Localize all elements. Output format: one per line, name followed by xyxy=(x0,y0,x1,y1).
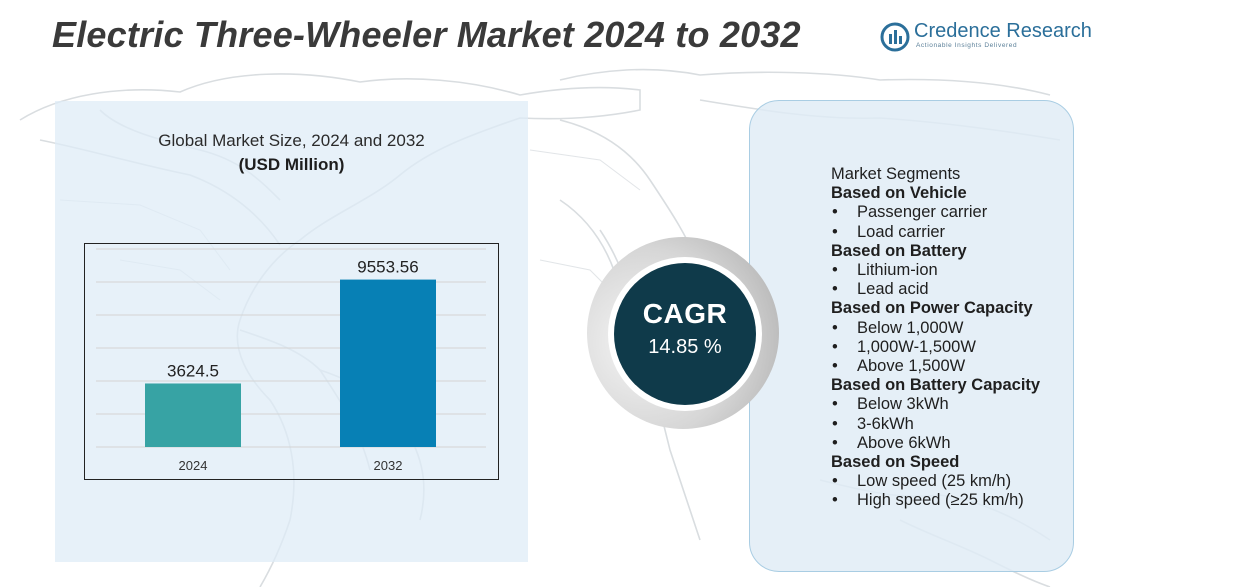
value-label-2024: 3624.5 xyxy=(167,361,219,380)
segment-group-heading: Based on Power Capacity xyxy=(831,299,1033,318)
segment-item: Lead acid xyxy=(831,280,1131,299)
cagr-badge xyxy=(614,263,756,405)
segment-item: 1,000W-1,500W xyxy=(831,338,1131,357)
segment-item: Lithium-ion xyxy=(831,261,1131,280)
bar-2032 xyxy=(340,279,436,447)
market-segments-list: Market Segments Based on VehiclePassenge… xyxy=(831,165,1131,511)
chart-frame xyxy=(84,243,499,480)
segment-item: Load carrier xyxy=(831,223,1131,242)
segment-item: Below 1,000W xyxy=(831,319,1131,338)
brand-logo: Credence Research Actionable Insights De… xyxy=(880,20,1092,54)
logo-name: Credence Research xyxy=(914,20,1092,42)
page-title: Electric Three-Wheeler Market 2024 to 20… xyxy=(52,14,801,55)
chart-bars xyxy=(145,279,436,447)
segment-group-heading: Based on Battery xyxy=(831,241,967,260)
value-label-2032: 9553.56 xyxy=(357,258,418,277)
chart-title: Global Market Size, 2024 and 2032 xyxy=(158,131,425,150)
market-size-panel xyxy=(55,101,528,562)
segments-title: Market Segments xyxy=(831,165,961,183)
category-label-2024: 2024 xyxy=(179,458,208,473)
bar-chart: 3624.5 9553.56 2024 2032 xyxy=(96,248,486,473)
cagr-label: CAGR xyxy=(642,298,728,329)
segment-item: Low speed (25 km/h) xyxy=(831,472,1131,491)
segment-item: High speed (≥25 km/h) xyxy=(831,491,1131,510)
segment-item: Above 1,500W xyxy=(831,357,1131,376)
logo-tagline: Actionable Insights Delivered xyxy=(916,42,1018,49)
segment-item: Above 6kWh xyxy=(831,434,1131,453)
cagr-value: 14.85 % xyxy=(648,336,722,358)
segment-item: 3-6kWh xyxy=(831,415,1131,434)
chart-value-labels: 3624.5 9553.56 xyxy=(167,258,419,381)
segment-group-heading: Based on Battery Capacity xyxy=(831,376,1041,395)
segment-item: Below 3kWh xyxy=(831,395,1131,414)
segment-group-heading: Based on Vehicle xyxy=(831,184,967,203)
credence-logo-icon xyxy=(880,22,910,52)
segment-item: Passenger carrier xyxy=(831,203,1131,222)
bar-2024 xyxy=(145,383,241,447)
segment-group-heading: Based on Speed xyxy=(831,453,960,472)
chart-category-labels: 2024 2032 xyxy=(179,458,403,473)
category-label-2032: 2032 xyxy=(374,458,403,473)
chart-subtitle: (USD Million) xyxy=(238,155,345,174)
